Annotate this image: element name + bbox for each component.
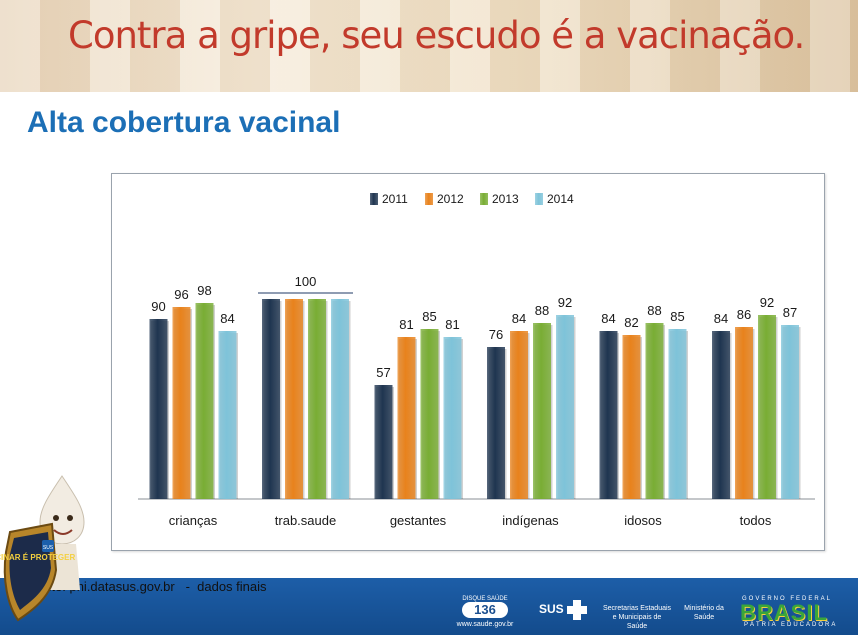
- disque-saude-url: www.saude.gov.br: [456, 621, 514, 628]
- bar-trab.saude-2012: [285, 299, 303, 499]
- secretarias-label: Secretarias Estaduais e Municipais de Sa…: [602, 605, 672, 630]
- ministerio-label: Ministério da Saúde: [684, 605, 724, 621]
- patria-educadora-label: PÁTRIA EDUCADORA: [744, 622, 838, 628]
- bar-indígenas-2012: [510, 331, 528, 499]
- bar-crianças-2011: [149, 319, 168, 499]
- category-label: indígenas: [502, 513, 559, 528]
- legend-label-2012: 2012: [437, 192, 464, 206]
- sus-cross-icon: [567, 600, 587, 620]
- bar-crianças-2013: [195, 303, 214, 499]
- data-label: 90: [151, 299, 165, 314]
- bar-gestantes-2014: [443, 337, 462, 499]
- bar-chart: 90 96 98 84 crianças 100 trab.saude 57 81 85 81 ges…: [138, 192, 815, 528]
- legend-swatch-2013: [480, 193, 488, 205]
- bar-indígenas-2014: [556, 315, 574, 499]
- bar-gestantes-2011: [374, 385, 393, 499]
- bar-todos-2012: [735, 327, 753, 499]
- data-label: 88: [647, 303, 661, 318]
- data-label: 100: [295, 274, 317, 289]
- legend-swatch-2012: [425, 193, 433, 205]
- category-label: trab.saude: [275, 513, 336, 528]
- legend-swatch-2011: [370, 193, 378, 205]
- category-label: todos: [740, 513, 772, 528]
- disque-saude-number: 136: [462, 602, 508, 618]
- bar-trab.saude-2014: [331, 299, 349, 499]
- data-label: 57: [376, 365, 390, 380]
- bar-idosos-2012: [622, 335, 641, 499]
- data-label: 84: [512, 311, 526, 326]
- data-label: 92: [760, 295, 774, 310]
- bar-todos-2014: [781, 325, 799, 499]
- shield-text: VACINAR É PROTEGER: [0, 553, 75, 562]
- bar-indígenas-2011: [487, 347, 505, 499]
- data-label: 84: [714, 311, 728, 326]
- data-label: 88: [535, 303, 549, 318]
- data-label: 92: [558, 295, 572, 310]
- category-label: gestantes: [390, 513, 447, 528]
- bar-idosos-2014: [668, 329, 687, 499]
- bar-gestantes-2012: [397, 337, 416, 499]
- ze-gotinha-mascot-icon: VACINAR É PROTEGER SUS: [0, 475, 85, 622]
- category-label: idosos: [624, 513, 662, 528]
- bar-indígenas-2013: [533, 323, 551, 499]
- legend-label-2014: 2014: [547, 192, 574, 206]
- category-label: crianças: [169, 513, 218, 528]
- bar-idosos-2013: [645, 323, 664, 499]
- data-label: 84: [601, 311, 615, 326]
- bar-todos-2011: [712, 331, 730, 499]
- bar-idosos-2011: [599, 331, 618, 499]
- legend-swatch-2014: [535, 193, 543, 205]
- data-label: 85: [422, 309, 436, 324]
- data-label: 84: [220, 311, 234, 326]
- legend-label-2011: 2011: [382, 192, 408, 206]
- sus-logo: SUS: [539, 602, 564, 616]
- chart-panel: 90 96 98 84 crianças 100 trab.saude 57 81 85 81 ges…: [111, 173, 825, 551]
- banner-title: Contra a gripe, seu escudo é a vacinação…: [68, 14, 805, 57]
- data-label: 81: [399, 317, 413, 332]
- brasil-logo: BRASIL: [740, 600, 828, 625]
- bar-gestantes-2013: [420, 329, 439, 499]
- data-label: 81: [445, 317, 459, 332]
- data-label: 98: [197, 283, 211, 298]
- data-label: 86: [737, 307, 751, 322]
- bar-todos-2013: [758, 315, 776, 499]
- bar-trab.saude-2011: [262, 299, 280, 499]
- governo-federal-label: GOVERNO FEDERAL: [742, 596, 833, 602]
- page-title: Alta cobertura vacinal: [27, 106, 341, 139]
- mascot-badge: SUS: [43, 545, 54, 551]
- header-banner: Contra a gripe, seu escudo é a vacinação…: [0, 0, 858, 92]
- footer-bar: [0, 578, 858, 635]
- bar-trab.saude-2013: [308, 299, 326, 499]
- data-label: 76: [489, 327, 503, 342]
- data-label: 85: [670, 309, 684, 324]
- data-label: 96: [174, 287, 188, 302]
- data-label: 82: [624, 315, 638, 330]
- data-label: 87: [783, 305, 797, 320]
- bar-crianças-2014: [218, 331, 237, 499]
- banner-background: [0, 0, 858, 92]
- bar-crianças-2012: [172, 307, 191, 499]
- legend-label-2013: 2013: [492, 192, 519, 206]
- disque-saude-label: DISQUE SAÚDE: [462, 596, 508, 602]
